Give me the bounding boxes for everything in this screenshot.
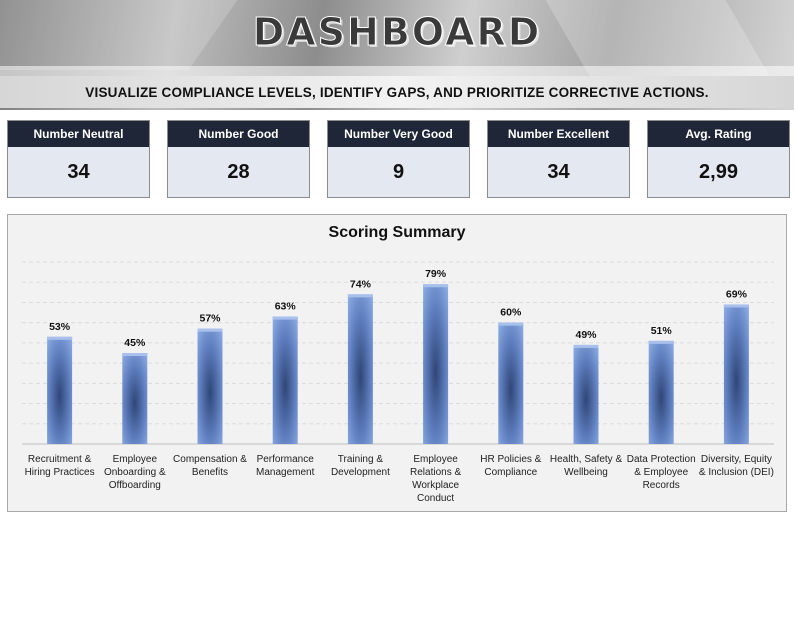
kpi-card-avg-rating: Avg. Rating 2,99 xyxy=(647,120,790,198)
bar xyxy=(122,353,148,444)
bar-highlight xyxy=(47,336,73,340)
bar xyxy=(723,304,749,444)
bar xyxy=(573,344,599,444)
banner-band xyxy=(0,66,794,76)
bar-highlight xyxy=(423,284,449,288)
bar xyxy=(197,328,223,444)
bar-highlight xyxy=(347,294,373,298)
kpi-label: Number Neutral xyxy=(8,121,149,147)
subtitle-bar: VISUALIZE COMPLIANCE LEVELS, IDENTIFY GA… xyxy=(0,76,794,108)
data-label: 63% xyxy=(275,301,297,313)
data-label: 45% xyxy=(124,337,146,349)
data-label: 60% xyxy=(500,307,522,319)
x-tick-label: HR Policies & Compliance xyxy=(480,454,541,478)
bar-highlight xyxy=(272,316,298,320)
data-label: 57% xyxy=(199,313,221,325)
bar xyxy=(347,294,373,444)
bar xyxy=(423,284,449,444)
kpi-card-neutral: Number Neutral 34 xyxy=(7,120,150,198)
data-label: 69% xyxy=(726,288,748,300)
x-tick-label: Diversity, Equity & Inclusion (DEI) xyxy=(699,454,774,478)
kpi-card-excellent: Number Excellent 34 xyxy=(487,120,630,198)
data-label: 79% xyxy=(425,268,447,280)
kpi-card-very-good: Number Very Good 9 xyxy=(327,120,470,198)
kpi-value: 2,99 xyxy=(699,160,738,183)
data-label: 51% xyxy=(651,325,673,337)
page-subtitle: VISUALIZE COMPLIANCE LEVELS, IDENTIFY GA… xyxy=(85,84,709,100)
data-label: 74% xyxy=(350,278,372,290)
x-tick-label: Training & Development xyxy=(331,454,390,478)
chart-title: Scoring Summary xyxy=(328,224,466,241)
bar xyxy=(648,340,674,444)
kpi-label: Number Very Good xyxy=(328,121,469,147)
data-label: 53% xyxy=(49,321,71,333)
bar-highlight xyxy=(498,322,524,326)
bar-highlight xyxy=(122,353,148,356)
x-tick-label: Employee Onboarding & Offboarding xyxy=(104,454,166,491)
kpi-label: Number Good xyxy=(168,121,309,147)
bar-highlight xyxy=(197,328,223,332)
kpi-card-good: Number Good 28 xyxy=(167,120,310,198)
kpi-label: Number Excellent xyxy=(488,121,629,147)
x-tick-label: Data Protection & Employee Records xyxy=(627,454,696,491)
bar-highlight xyxy=(648,340,674,344)
bar-highlight xyxy=(723,304,749,308)
kpi-value: 9 xyxy=(392,160,405,183)
x-tick-label: Recruitment & Hiring Practices xyxy=(25,454,95,478)
x-tick-label: Health, Safety & Wellbeing xyxy=(550,454,623,478)
bar xyxy=(47,336,73,444)
bar xyxy=(272,316,298,444)
data-label: 49% xyxy=(575,329,597,341)
x-tick-label: Performance Management xyxy=(256,454,315,478)
x-tick-label: Employee Relations & Workplace Conduct xyxy=(410,454,461,504)
x-tick-label: Compensation & Benefits xyxy=(173,454,247,478)
bar-highlight xyxy=(573,344,599,348)
page-title: DASHBOARD xyxy=(252,10,542,55)
kpi-value: 34 xyxy=(67,160,90,183)
kpi-label: Avg. Rating xyxy=(648,121,789,147)
kpi-value: 28 xyxy=(227,160,250,183)
kpi-value: 34 xyxy=(547,160,570,183)
bar xyxy=(498,322,524,444)
